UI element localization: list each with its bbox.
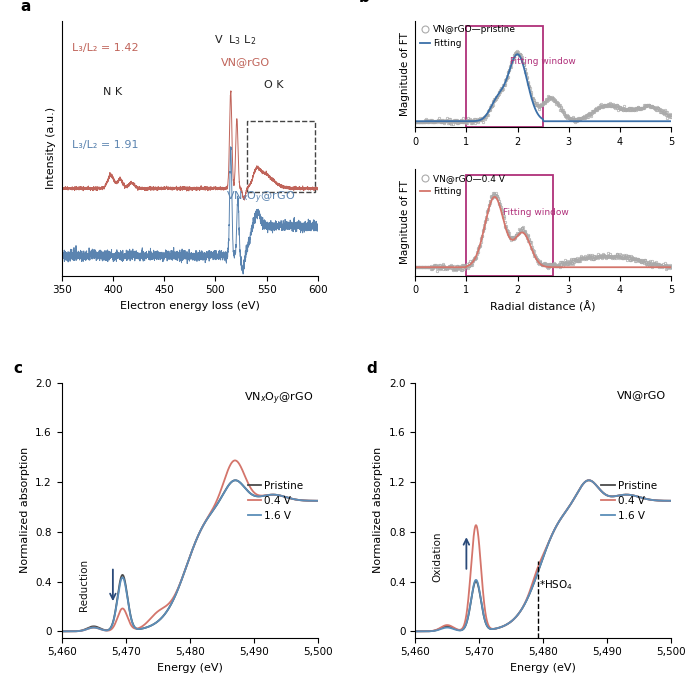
0.4 V xyxy=(314,497,322,505)
Bar xyxy=(466,175,553,276)
Text: Fitting window: Fitting window xyxy=(510,58,575,67)
Bar xyxy=(247,121,314,193)
1.6 V xyxy=(232,476,240,484)
1.6 V xyxy=(546,536,554,544)
Pristine xyxy=(411,627,419,635)
Text: VN@rGO: VN@rGO xyxy=(221,57,270,67)
Line: 1.6 V: 1.6 V xyxy=(62,480,318,631)
Text: a: a xyxy=(21,0,31,14)
0.4 V xyxy=(454,626,462,634)
Pristine xyxy=(169,597,177,605)
0.4 V xyxy=(192,536,200,544)
1.6 V xyxy=(497,623,506,631)
0.4 V xyxy=(101,626,109,635)
Pristine xyxy=(314,497,322,505)
Text: VN@rGO: VN@rGO xyxy=(617,390,667,401)
Text: Oxidation: Oxidation xyxy=(432,532,443,582)
Y-axis label: Magnitude of FT: Magnitude of FT xyxy=(399,181,410,265)
1.6 V xyxy=(92,624,100,632)
Bar xyxy=(466,26,543,127)
Text: Fitting window: Fitting window xyxy=(503,208,569,217)
Pristine xyxy=(232,476,240,484)
X-axis label: Electron energy loss (eV): Electron energy loss (eV) xyxy=(120,301,260,311)
0.4 V xyxy=(197,524,205,532)
0.4 V xyxy=(551,525,559,533)
1.6 V xyxy=(454,626,462,635)
Text: *HSO$_4$: *HSO$_4$ xyxy=(539,578,573,592)
Legend: VN@rGO—pristine, Fitting: VN@rGO—pristine, Fitting xyxy=(420,26,516,48)
1.6 V xyxy=(314,497,322,505)
X-axis label: Energy (eV): Energy (eV) xyxy=(510,663,576,673)
1.6 V xyxy=(667,497,675,505)
Line: 0.4 V: 0.4 V xyxy=(415,480,671,631)
Pristine xyxy=(551,525,559,533)
0.4 V xyxy=(58,627,66,635)
Text: O K: O K xyxy=(264,80,284,90)
Pristine xyxy=(197,525,205,533)
X-axis label: Radial distance (Å): Radial distance (Å) xyxy=(490,301,596,313)
Y-axis label: Normalized absorption: Normalized absorption xyxy=(373,447,383,573)
Text: N K: N K xyxy=(103,87,123,96)
0.4 V xyxy=(667,497,675,505)
1.6 V xyxy=(192,536,200,544)
Text: d: d xyxy=(366,360,377,376)
Pristine xyxy=(144,623,152,631)
Legend: VN@rGO—0.4 V, Fitting: VN@rGO—0.4 V, Fitting xyxy=(420,174,505,197)
Text: L₃/L₂ = 1.91: L₃/L₂ = 1.91 xyxy=(72,140,138,150)
Pristine xyxy=(667,497,675,505)
1.6 V xyxy=(58,627,66,635)
Pristine xyxy=(58,627,66,635)
0.4 V xyxy=(231,456,239,464)
Y-axis label: Intensity (a.u.): Intensity (a.u.) xyxy=(46,107,56,189)
Line: 1.6 V: 1.6 V xyxy=(415,480,671,631)
Pristine xyxy=(585,476,593,484)
0.4 V xyxy=(585,476,593,484)
Pristine xyxy=(546,536,554,544)
Line: Pristine: Pristine xyxy=(415,480,671,631)
Line: 0.4 V: 0.4 V xyxy=(62,460,318,631)
Text: L₃/L₂ = 1.42: L₃/L₂ = 1.42 xyxy=(72,44,138,53)
Y-axis label: Normalized absorption: Normalized absorption xyxy=(20,447,29,573)
X-axis label: Energy (eV): Energy (eV) xyxy=(157,663,223,673)
Pristine xyxy=(454,626,462,634)
1.6 V xyxy=(551,525,559,533)
1.6 V xyxy=(445,624,453,632)
Y-axis label: Magnitude of FT: Magnitude of FT xyxy=(399,32,410,116)
1.6 V xyxy=(585,476,593,484)
0.4 V xyxy=(546,536,554,544)
Line: Pristine: Pristine xyxy=(62,480,318,631)
1.6 V xyxy=(144,623,152,631)
Pristine xyxy=(192,536,200,544)
Pristine xyxy=(497,623,506,631)
0.4 V xyxy=(522,596,530,604)
Legend: Pristine, 0.4 V, 1.6 V: Pristine, 0.4 V, 1.6 V xyxy=(243,477,308,525)
1.6 V xyxy=(169,597,177,605)
Pristine xyxy=(92,622,100,631)
Legend: Pristine, 0.4 V, 1.6 V: Pristine, 0.4 V, 1.6 V xyxy=(597,477,661,525)
Pristine xyxy=(445,622,453,631)
Text: VN$_x$O$_y$@rGO: VN$_x$O$_y$@rGO xyxy=(225,190,295,207)
0.4 V xyxy=(144,617,152,626)
0.4 V xyxy=(92,624,100,632)
Text: Reduction: Reduction xyxy=(79,559,89,611)
Pristine xyxy=(522,597,530,605)
0.4 V xyxy=(169,595,177,603)
0.4 V xyxy=(497,623,506,631)
1.6 V xyxy=(197,525,205,533)
1.6 V xyxy=(522,597,530,605)
Pristine xyxy=(101,626,109,634)
0.4 V xyxy=(445,621,453,629)
Text: b: b xyxy=(359,0,370,5)
Text: c: c xyxy=(13,360,22,376)
1.6 V xyxy=(101,626,109,635)
1.6 V xyxy=(411,627,419,635)
Text: VN$_x$O$_y$@rGO: VN$_x$O$_y$@rGO xyxy=(244,390,312,407)
0.4 V xyxy=(411,627,419,635)
Text: V  L$_3$ L$_2$: V L$_3$ L$_2$ xyxy=(214,33,256,47)
